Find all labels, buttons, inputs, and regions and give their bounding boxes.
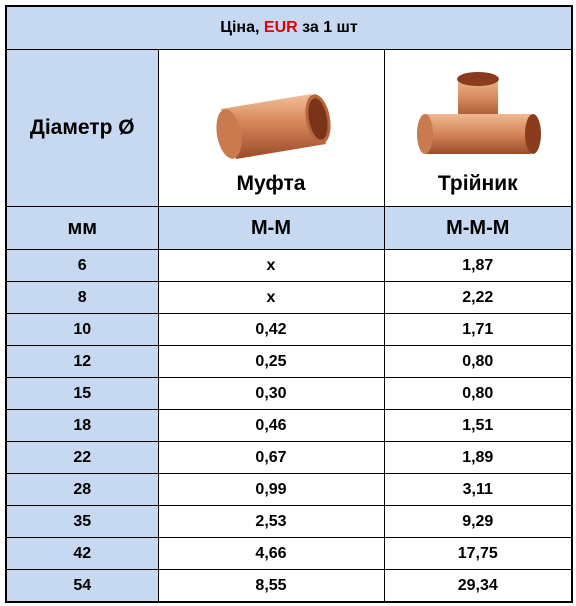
price-cell: 0,30: [158, 378, 384, 410]
price-cell: x: [158, 282, 384, 314]
title-text: за 1 шт: [302, 19, 358, 36]
table-title: Ціна, EUR за 1 шт: [6, 6, 572, 50]
unit-cell: М-М-М: [384, 207, 572, 250]
price-cell: 9,29: [384, 506, 572, 538]
price-cell: 1,71: [384, 314, 572, 346]
price-cell: 8,55: [158, 570, 384, 603]
price-cell: 0,42: [158, 314, 384, 346]
price-cell: 2,53: [158, 506, 384, 538]
product-name: Трійник: [385, 172, 572, 196]
diameter-cell: 15: [6, 378, 158, 410]
price-cell: 1,87: [384, 250, 572, 282]
product-header: Муфта: [158, 50, 384, 207]
price-cell: 0,80: [384, 346, 572, 378]
diameter-cell: 10: [6, 314, 158, 346]
price-cell: 0,67: [158, 442, 384, 474]
diameter-cell: 54: [6, 570, 158, 603]
price-cell: 29,34: [384, 570, 572, 603]
diameter-cell: 42: [6, 538, 158, 570]
diameter-header: Діаметр Ø: [6, 50, 158, 207]
price-cell: 4,66: [158, 538, 384, 570]
diameter-cell: 18: [6, 410, 158, 442]
tee-image: [413, 69, 543, 164]
price-cell: 2,22: [384, 282, 572, 314]
price-cell: 0,46: [158, 410, 384, 442]
title-text: Ціна,: [220, 19, 259, 36]
price-cell: 17,75: [384, 538, 572, 570]
diameter-cell: 28: [6, 474, 158, 506]
price-table: Ціна, EUR за 1 шт Діаметр Ø Муфта Трійни…: [5, 5, 573, 603]
price-cell: 3,11: [384, 474, 572, 506]
diameter-cell: 12: [6, 346, 158, 378]
price-cell: 0,25: [158, 346, 384, 378]
title-currency: EUR: [264, 19, 298, 36]
price-cell: 0,99: [158, 474, 384, 506]
diameter-cell: 8: [6, 282, 158, 314]
product-name: Муфта: [159, 172, 384, 196]
product-header: Трійник: [384, 50, 572, 207]
unit-cell: М-М: [158, 207, 384, 250]
diameter-cell: 6: [6, 250, 158, 282]
coupling-image: [201, 84, 341, 164]
unit-cell: мм: [6, 207, 158, 250]
diameter-cell: 35: [6, 506, 158, 538]
diameter-cell: 22: [6, 442, 158, 474]
price-cell: 1,51: [384, 410, 572, 442]
price-cell: x: [158, 250, 384, 282]
page: Ціна, EUR за 1 шт Діаметр Ø Муфта Трійни…: [0, 0, 576, 606]
price-cell: 1,89: [384, 442, 572, 474]
price-cell: 0,80: [384, 378, 572, 410]
